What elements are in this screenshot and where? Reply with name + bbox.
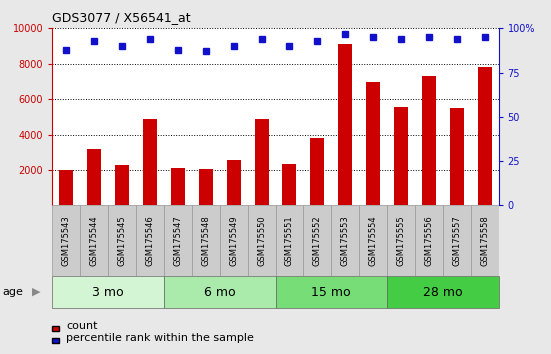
Text: 28 mo: 28 mo [423,286,463,298]
Bar [220,205,247,276]
Text: GSM175553: GSM175553 [341,215,350,266]
Bar [136,205,164,276]
Bar [478,67,491,205]
Bar [387,276,499,308]
Text: GSM175555: GSM175555 [397,215,406,266]
Bar [171,168,185,205]
Text: age: age [3,287,24,297]
Text: GSM175549: GSM175549 [229,215,238,266]
Bar [394,107,408,205]
Text: GSM175547: GSM175547 [174,215,182,266]
Text: GSM175546: GSM175546 [145,215,154,266]
Text: GSM175545: GSM175545 [117,215,127,266]
Bar [359,205,387,276]
Text: count: count [66,321,98,331]
Bar [52,205,80,276]
Bar [164,205,192,276]
Text: GSM175550: GSM175550 [257,215,266,266]
Text: GDS3077 / X56541_at: GDS3077 / X56541_at [52,11,191,24]
Bar [443,205,471,276]
Bar [304,205,331,276]
Bar [450,108,464,205]
Bar [80,205,108,276]
Bar [415,205,443,276]
Text: GSM175543: GSM175543 [62,215,71,266]
Bar [199,169,213,205]
Text: GSM175558: GSM175558 [480,215,489,266]
Text: GSM175554: GSM175554 [369,215,377,266]
Bar [247,205,276,276]
Text: GSM175551: GSM175551 [285,215,294,266]
Bar [226,160,241,205]
Text: GSM175544: GSM175544 [90,215,99,266]
Text: GSM175548: GSM175548 [201,215,210,266]
Bar [283,164,296,205]
Bar [52,276,164,308]
Bar [276,276,387,308]
Bar [115,165,129,205]
Bar [276,205,304,276]
Bar [310,138,325,205]
Bar [60,170,73,205]
Bar [338,44,352,205]
Text: 6 mo: 6 mo [204,286,235,298]
Bar [366,82,380,205]
Bar [108,205,136,276]
Text: ▶: ▶ [32,287,40,297]
Bar [192,205,220,276]
Text: GSM175557: GSM175557 [452,215,461,266]
Bar [143,119,157,205]
Bar [471,205,499,276]
Bar [331,205,359,276]
Bar [164,276,276,308]
Text: 15 mo: 15 mo [311,286,351,298]
Text: GSM175552: GSM175552 [313,215,322,266]
Bar [87,149,101,205]
Bar [387,205,415,276]
Bar [255,120,268,205]
Text: GSM175556: GSM175556 [424,215,434,266]
Bar [422,76,436,205]
Text: 3 mo: 3 mo [93,286,124,298]
Text: percentile rank within the sample: percentile rank within the sample [66,333,254,343]
